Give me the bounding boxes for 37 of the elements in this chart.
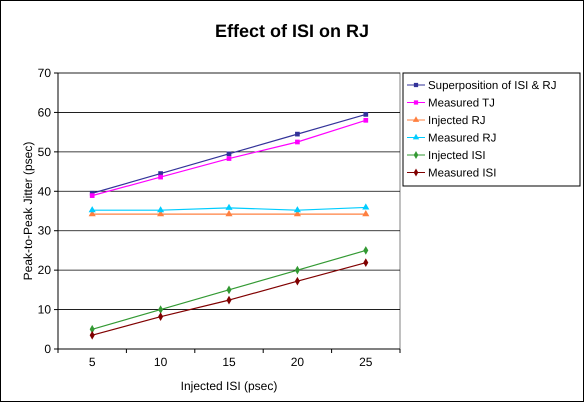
legend-label: Superposition of ISI & RJ bbox=[428, 80, 556, 92]
point bbox=[225, 210, 233, 216]
point bbox=[225, 204, 233, 210]
y-axis-title: Peak-to-Peak Jitter (psec) bbox=[21, 142, 35, 280]
point bbox=[226, 156, 232, 161]
point bbox=[226, 151, 232, 156]
y-tick-label: 20 bbox=[38, 263, 52, 278]
x-tick-label: 25 bbox=[359, 355, 373, 369]
y-tick-label: 60 bbox=[38, 105, 52, 120]
y-tick-label: 30 bbox=[38, 224, 52, 238]
point bbox=[362, 210, 370, 216]
x-tick-label: 15 bbox=[222, 355, 236, 369]
point bbox=[157, 206, 164, 212]
point bbox=[295, 140, 300, 144]
y-tick-label: 50 bbox=[38, 144, 52, 159]
y-tick-label: 40 bbox=[38, 184, 52, 198]
point bbox=[294, 206, 301, 212]
chart-title: Effect of ISI on RJ bbox=[214, 21, 370, 41]
point bbox=[88, 206, 96, 212]
x-tick-label: 5 bbox=[88, 355, 96, 369]
point bbox=[295, 132, 300, 136]
y-tick-label: 10 bbox=[38, 302, 52, 317]
x-axis-title: Injected ISI (psec) bbox=[180, 379, 278, 393]
point bbox=[90, 193, 95, 198]
x-tick-label: 20 bbox=[290, 355, 304, 369]
legend-label: Injected RJ bbox=[428, 115, 486, 127]
x-tick-label: 10 bbox=[154, 355, 168, 369]
point bbox=[363, 118, 368, 123]
y-tick-label: 0 bbox=[44, 342, 52, 356]
point bbox=[362, 203, 370, 210]
legend-label: Measured TJ bbox=[428, 98, 495, 110]
y-tick-label: 70 bbox=[38, 66, 52, 80]
legend-label: Measured RJ bbox=[428, 132, 496, 144]
legend-label: Measured ISI bbox=[428, 168, 496, 180]
legend-label: Injected ISI bbox=[428, 150, 486, 162]
point bbox=[363, 112, 368, 117]
point bbox=[158, 174, 163, 180]
